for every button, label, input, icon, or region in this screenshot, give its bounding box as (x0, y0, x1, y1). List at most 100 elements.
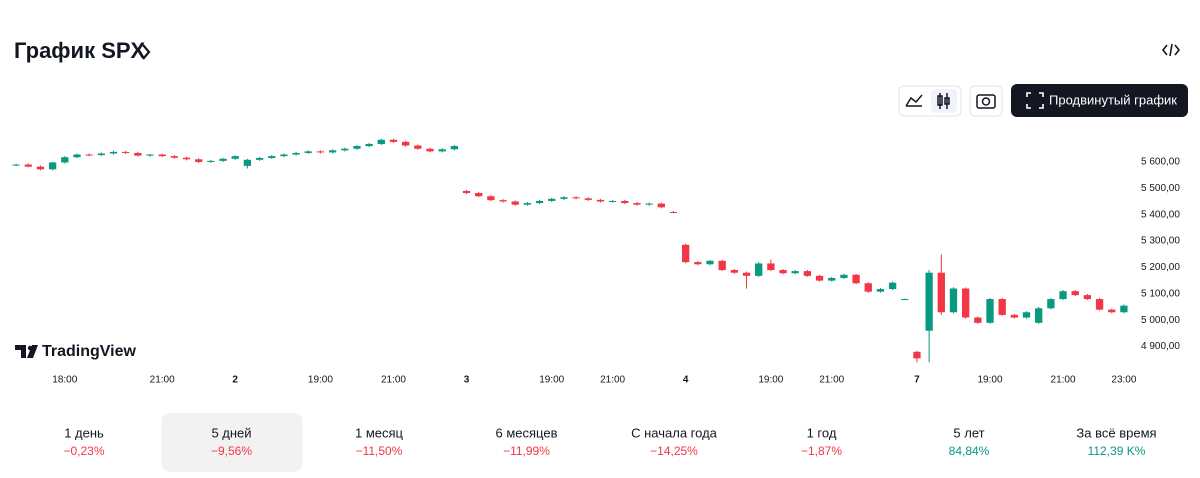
candle-body (511, 201, 519, 205)
period-name[interactable]: С начала года (631, 425, 718, 440)
period-name[interactable]: 6 месяцев (496, 425, 558, 440)
period-change[interactable]: −14,25% (650, 444, 698, 458)
candle-body (767, 263, 775, 271)
advanced-chart-button[interactable]: Продвинутый график (1011, 84, 1188, 117)
candle-body (888, 282, 897, 290)
period-change[interactable]: −9,56% (211, 444, 252, 458)
candle-body (402, 141, 410, 146)
period-change[interactable]: −11,99% (503, 444, 550, 458)
candle-body (134, 152, 142, 156)
embed-icon[interactable] (1161, 43, 1181, 57)
title[interactable]: График SPX (14, 38, 146, 63)
candle-body (974, 317, 982, 323)
candle-body (231, 156, 239, 159)
candle-body (791, 271, 799, 274)
candle-body (268, 156, 276, 158)
candle-body (876, 289, 885, 292)
candle-body (1120, 305, 1128, 313)
period-name[interactable]: 5 лет (953, 425, 984, 440)
candle-button[interactable] (931, 89, 957, 113)
candle-body (146, 154, 154, 156)
period-name[interactable]: За всё время (1076, 425, 1156, 440)
candle-body (304, 151, 312, 153)
period-name[interactable]: 1 день (64, 425, 104, 440)
period-name[interactable]: 5 дней (211, 425, 251, 440)
candle-body (694, 262, 702, 265)
candle-body (36, 166, 45, 170)
candle-body (633, 203, 641, 205)
candle-body (584, 198, 592, 200)
candle-body (962, 288, 970, 318)
selected-period-bg (161, 413, 303, 472)
x-tick-label: 19:00 (308, 375, 333, 386)
period-change[interactable]: 84,84% (949, 444, 990, 458)
toolbar: Продвинутый график (898, 84, 1188, 117)
candle-body (158, 154, 166, 157)
period-change[interactable]: −0,23% (63, 444, 104, 458)
candle-body (1047, 299, 1055, 309)
x-tick-label: 4 (683, 375, 689, 386)
candle-body (122, 151, 130, 153)
y-tick-label: 4 900,00 (1141, 341, 1180, 352)
x-tick-label: 18:00 (52, 375, 77, 386)
candle-body (548, 198, 556, 201)
candle-body (864, 283, 872, 292)
x-tick-label: 21:00 (600, 375, 625, 386)
x-tick-label: 19:00 (977, 375, 1002, 386)
candle-body (852, 274, 860, 284)
candle-body (621, 200, 629, 204)
y-tick-label: 5 200,00 (1141, 262, 1180, 273)
candle-body (949, 288, 958, 313)
candle-body (48, 162, 57, 170)
candle-body (195, 159, 203, 162)
x-tick-label: 3 (464, 375, 470, 386)
candle-body (1035, 308, 1043, 323)
candle-body (475, 193, 483, 197)
candle-body (998, 299, 1006, 315)
candle-body (913, 351, 921, 359)
candle-body (1071, 291, 1079, 296)
candle-body (97, 153, 105, 156)
candle-body (535, 200, 544, 204)
candle-body (438, 149, 446, 152)
candle-body (207, 160, 215, 162)
y-tick-label: 5 400,00 (1141, 209, 1180, 220)
x-tick-label: 2 (232, 375, 238, 386)
period-change[interactable]: −1,87% (801, 444, 842, 458)
x-tick-label: 19:00 (539, 375, 564, 386)
advanced-chart-label[interactable]: Продвинутый график (1049, 92, 1177, 107)
candle-body (925, 272, 933, 331)
candle-body (85, 154, 93, 156)
candle-body (596, 199, 605, 202)
period-name[interactable]: 1 месяц (355, 425, 404, 440)
y-tick-label: 5 100,00 (1141, 288, 1180, 299)
period-change[interactable]: 112,39 K% (1088, 444, 1146, 458)
period-name[interactable]: 1 год (807, 425, 837, 440)
candle-body (255, 157, 264, 160)
x-tick-label: 23:00 (1111, 375, 1136, 386)
candle-body (742, 272, 751, 276)
candle-body (219, 158, 227, 161)
candle-body (608, 200, 617, 202)
area-button[interactable] (905, 94, 923, 107)
snapshot-button[interactable] (969, 85, 1003, 117)
candle-body (1095, 299, 1104, 310)
candle-body (109, 151, 118, 154)
candle-body (986, 299, 994, 323)
candle-body (755, 263, 763, 276)
candle-body (937, 272, 945, 313)
x-tick-label: 7 (914, 375, 920, 386)
y-tick-label: 5 000,00 (1141, 315, 1180, 326)
x-tick-label: 19:00 (758, 375, 783, 386)
candle-body (657, 203, 665, 208)
candle-body (828, 277, 836, 281)
candle-body (328, 150, 337, 153)
candle-body (645, 203, 653, 205)
candle-body (815, 275, 824, 281)
candle-body (365, 143, 373, 147)
candle-body (487, 196, 495, 201)
logo-text: TradingView (42, 343, 137, 360)
period-change[interactable]: −11,50% (356, 444, 403, 458)
candle-body (840, 274, 848, 278)
